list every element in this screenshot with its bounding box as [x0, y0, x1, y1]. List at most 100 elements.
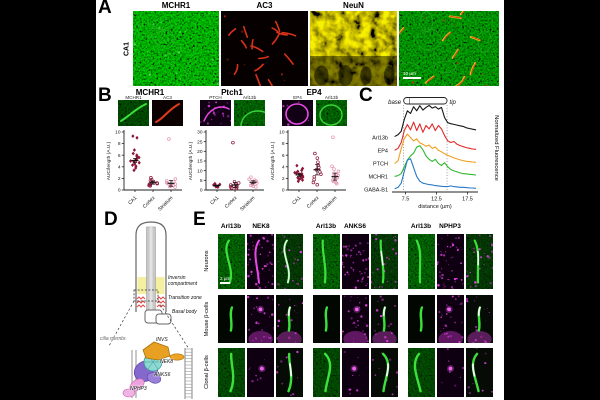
image-title-neun: NeuN — [343, 1, 364, 10]
row-label-ca1: CA1 — [123, 41, 131, 57]
micrograph-b-ac3 — [152, 100, 183, 126]
panel-c-label: C — [359, 85, 373, 106]
micrograph-e-clonal-beta-nphp3-merge — [466, 348, 493, 397]
micrograph-e-neurons-anks6-merge — [371, 234, 398, 289]
micrograph-e-clonal-beta-nek8-marker — [247, 348, 274, 397]
scale-bar-10um-text: 10 µm — [403, 71, 416, 76]
micrograph-e-neurons-anks6-arl13b — [313, 234, 340, 289]
col-label-arl13b-3: Arl13b — [410, 223, 432, 230]
col-label-arl13b-1: Arl13b — [220, 223, 242, 230]
svg-text:tip: tip — [450, 100, 457, 106]
row-label-mouse-beta-cells: Mouse β-cells — [204, 301, 210, 337]
group-title-ptch1: Ptch1 — [221, 88, 243, 97]
group-title-ep4: EP4 — [306, 88, 322, 97]
micrograph-e-mouse-beta-nphp3-merge — [466, 295, 493, 343]
cilium-schematic — [108, 221, 193, 399]
label-inversin-compartment: Inversin compartment — [168, 275, 198, 287]
svg-text:10: 10 — [115, 130, 121, 136]
micrograph-b-arl13b-2 — [316, 100, 347, 126]
col-label-anks6: ANKS6 — [343, 223, 367, 230]
micrograph-b-arl13b-1 — [234, 100, 265, 126]
label-invs: INVS — [156, 337, 168, 343]
label-anks6: ANKS6 — [154, 372, 171, 378]
svg-text:15: 15 — [197, 159, 203, 165]
micrograph-e-clonal-beta-nek8-arl13b — [218, 348, 245, 397]
svg-text:10: 10 — [279, 130, 285, 136]
micrograph-e-mouse-beta-anks6-marker — [342, 295, 369, 343]
micrograph-e-neurons-nphp3-merge — [466, 234, 493, 289]
svg-text:8: 8 — [282, 141, 285, 147]
micrograph-e-neurons-nek8-marker — [247, 234, 274, 289]
panel-d-label: D — [104, 209, 118, 230]
svg-text:5: 5 — [200, 178, 203, 184]
svg-text:AUC/length (A.U.): AUC/length (A.U.) — [270, 141, 276, 180]
micrograph-e-clonal-beta-anks6-arl13b — [313, 348, 340, 397]
svg-text:Striatum: Striatum — [321, 195, 338, 212]
micrograph-e-clonal-beta-nphp3-arl13b — [408, 348, 435, 397]
micrograph-a-neun — [310, 11, 397, 86]
svg-text:base: base — [388, 100, 402, 106]
svg-text:6: 6 — [118, 153, 121, 159]
c-axis-label-normalized-fluorescence: Normalized Fluorescence — [493, 115, 499, 181]
row-label-clonal-beta-cells: Clonal β-cells — [204, 355, 210, 389]
panel-a-label: A — [98, 0, 112, 18]
micrograph-a-mchr1 — [133, 11, 219, 86]
svg-text:6: 6 — [282, 153, 285, 159]
label-cilia-membrane: cilia membr. — [100, 336, 127, 342]
svg-text:10: 10 — [197, 168, 203, 174]
svg-text:12.5: 12.5 — [431, 197, 442, 203]
svg-text:0: 0 — [282, 188, 285, 194]
micrograph-b-ep4 — [282, 100, 313, 126]
svg-text:2: 2 — [282, 176, 285, 182]
micrograph-e-mouse-beta-nek8-marker — [247, 295, 274, 343]
svg-text:AUC/length (A.U.): AUC/length (A.U.) — [106, 141, 112, 180]
thumb-label-arl13b-1: Arl13b — [242, 95, 257, 100]
svg-text:Striatum: Striatum — [239, 195, 256, 212]
svg-text:2: 2 — [118, 176, 121, 182]
svg-text:17.5: 17.5 — [462, 197, 473, 203]
panel-e-label: E — [193, 209, 206, 230]
svg-text:4: 4 — [282, 164, 285, 170]
row-label-neurons: Neurons — [204, 250, 210, 272]
svg-text:GABA-B1: GABA-B1 — [364, 188, 388, 194]
micrograph-a-ac3 — [221, 11, 308, 86]
micrograph-e-clonal-beta-anks6-merge — [371, 348, 398, 397]
svg-text:AUC/length (A.U.): AUC/length (A.U.) — [188, 141, 194, 180]
label-nek8: NEK8 — [160, 359, 174, 365]
micrograph-e-mouse-beta-anks6-arl13b — [313, 295, 340, 343]
scale-bar-2um-text: 2 µm — [220, 276, 231, 281]
panel-b-label: B — [98, 85, 112, 106]
svg-text:Cortex: Cortex — [306, 195, 321, 210]
col-label-arl13b-2: Arl13b — [315, 223, 337, 230]
micrograph-e-neurons-nek8-arl13b — [218, 234, 245, 289]
svg-text:CA1: CA1 — [291, 195, 302, 206]
group-title-mchr1: MCHR1 — [135, 88, 165, 97]
micrograph-e-mouse-beta-nek8-arl13b — [218, 295, 245, 343]
svg-text:8: 8 — [118, 141, 121, 147]
scientific-figure: A MCHR1 AC3 NeuN CA1 10 µm B MCHR1 Ptch1… — [96, 0, 504, 400]
svg-text:30: 30 — [197, 130, 203, 136]
micrograph-e-mouse-beta-anks6-merge — [371, 295, 398, 343]
svg-text:7.5: 7.5 — [402, 197, 410, 203]
micrograph-e-neurons-nphp3-marker — [437, 234, 464, 289]
micrograph-a-merge — [399, 11, 499, 86]
micrograph-e-neurons-nek8-merge — [276, 234, 303, 289]
scale-bar-10um-line — [403, 77, 421, 79]
micrograph-e-clonal-beta-nek8-merge — [276, 348, 303, 397]
label-basal-body: Basal body — [172, 309, 197, 315]
svg-text:0: 0 — [200, 188, 203, 194]
svg-text:Striatum: Striatum — [157, 195, 174, 212]
thumb-label-ep4: EP4 — [293, 95, 302, 100]
micrograph-e-mouse-beta-nphp3-marker — [437, 295, 464, 343]
label-nphp3: NPHP3 — [130, 386, 147, 392]
svg-text:CA1: CA1 — [209, 195, 220, 206]
thumb-label-arl13b-2: Arl13b — [324, 95, 339, 100]
micrograph-e-clonal-beta-anks6-marker — [342, 348, 369, 397]
svg-text:25: 25 — [197, 139, 203, 145]
svg-text:4: 4 — [118, 164, 121, 170]
scale-bar-2um: 2 µm — [220, 276, 231, 284]
micrograph-e-mouse-beta-nphp3-arl13b — [408, 295, 435, 343]
